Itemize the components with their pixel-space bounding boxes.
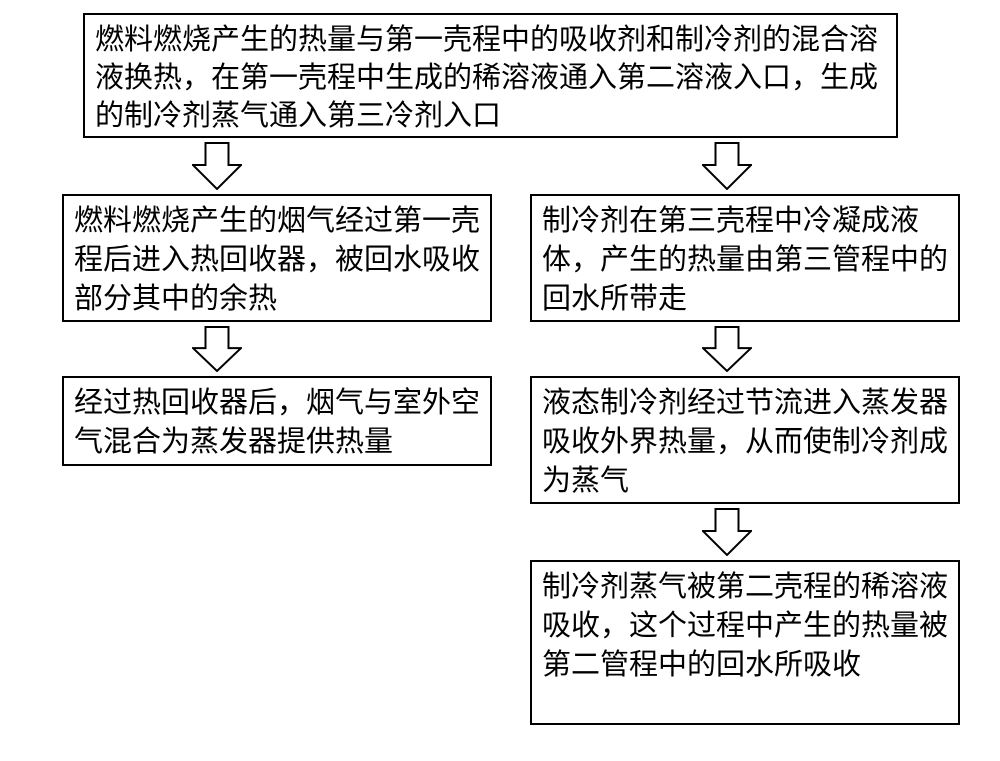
flow-node-left1-text: 燃料燃烧产生的烟气经过第一壳程后进入热回收器，被回水吸收部分其中的余热 bbox=[74, 202, 480, 319]
flow-node-right2-text: 液态制冷剂经过节流进入蒸发器吸收外界热量，从而使制冷剂成为蒸气 bbox=[542, 384, 948, 501]
flow-node-left1: 燃料燃烧产生的烟气经过第一壳程后进入热回收器，被回水吸收部分其中的余热 bbox=[62, 194, 492, 322]
down-arrow-icon bbox=[702, 326, 752, 372]
down-arrow-icon bbox=[702, 142, 752, 190]
down-arrow-icon bbox=[192, 326, 242, 372]
flow-node-right3-text: 制冷剂蒸气被第二壳程的稀溶液吸收，这个过程中产生的热量被第二管程中的回水所吸收 bbox=[542, 568, 948, 685]
flow-node-top-text: 燃料燃烧产生的热量与第一壳程中的吸收剂和制冷剂的混合溶液换热，在第一壳程中生成的… bbox=[95, 21, 886, 135]
down-arrow-icon bbox=[702, 508, 752, 556]
flow-node-top: 燃料燃烧产生的热量与第一壳程中的吸收剂和制冷剂的混合溶液换热，在第一壳程中生成的… bbox=[83, 13, 898, 138]
down-arrow-icon bbox=[192, 142, 242, 190]
flow-node-right3: 制冷剂蒸气被第二壳程的稀溶液吸收，这个过程中产生的热量被第二管程中的回水所吸收 bbox=[530, 560, 960, 725]
flow-node-left2: 经过热回收器后，烟气与室外空气混合为蒸发器提供热量 bbox=[62, 376, 492, 466]
flow-node-left2-text: 经过热回收器后，烟气与室外空气混合为蒸发器提供热量 bbox=[74, 384, 480, 462]
flow-node-right1: 制冷剂在第三壳程中冷凝成液体，产生的热量由第三管程中的回水所带走 bbox=[530, 194, 960, 322]
flow-node-right1-text: 制冷剂在第三壳程中冷凝成液体，产生的热量由第三管程中的回水所带走 bbox=[542, 202, 948, 319]
flow-node-right2: 液态制冷剂经过节流进入蒸发器吸收外界热量，从而使制冷剂成为蒸气 bbox=[530, 376, 960, 504]
